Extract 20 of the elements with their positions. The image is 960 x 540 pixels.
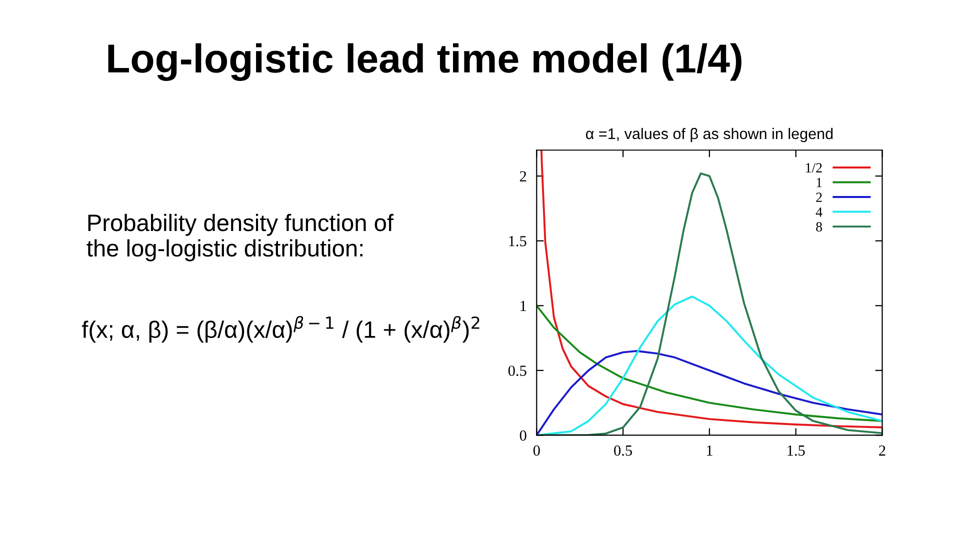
x-tick-label: 1: [706, 445, 712, 456]
legend-label: 2: [816, 192, 822, 202]
text: Probability density function of the log-logistic distribution:: [86, 214, 394, 262]
y-tick-label: 1: [520, 300, 526, 311]
y-tick-label: 2: [520, 171, 526, 182]
y-tick-label: 0: [520, 430, 526, 441]
legend-label: 8: [816, 222, 822, 232]
x-tick-label: 1.5: [788, 445, 805, 456]
y-tick-label: 1.5: [509, 236, 526, 246]
legend-label: 1/2: [806, 163, 822, 172]
chart-title: Log-logistic lead time model (1/4): [108, 43, 742, 81]
x-tick-label: 2: [879, 445, 886, 456]
text: f(x; α, β) = (β/α)(x/α)$^{β−1}$ / (1 + (x/α)$^{β}$)$^{2}$: [82, 316, 480, 343]
legend-label: 4: [816, 207, 822, 217]
line-series: [536, 304, 882, 422]
legend-label: 1: [816, 178, 822, 188]
x-tick-label: 0: [533, 445, 540, 456]
x-tick-label: 0.5: [614, 445, 632, 456]
y-tick-label: 0.5: [508, 366, 526, 376]
chart-subtitle: α =1, values of β as shown in legend: [586, 128, 833, 142]
